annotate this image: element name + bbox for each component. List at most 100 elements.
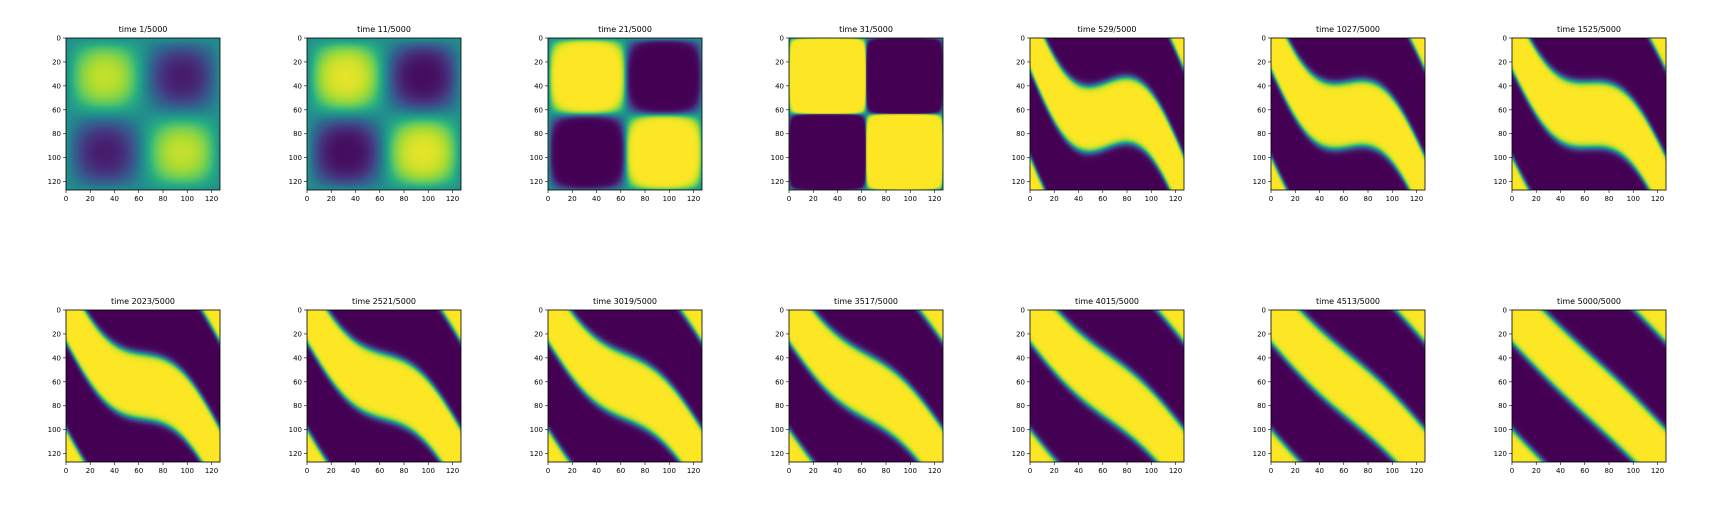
y-tick-label: 20 xyxy=(1498,58,1507,66)
x-tick-label: 40 xyxy=(351,467,360,475)
x-tick-label: 80 xyxy=(400,467,409,475)
x-tick-label: 100 xyxy=(663,195,676,203)
heatmap-image xyxy=(1271,310,1425,462)
x-tick-label: 0 xyxy=(1510,195,1514,203)
x-tick-label: 60 xyxy=(1339,467,1348,475)
heatmap-image xyxy=(789,310,943,462)
subplot: time 2023/5000 0 20 40 60 80 100 120 0 20 40 60 80 10… xyxy=(48,297,221,475)
x-tick-label: 0 xyxy=(64,467,68,475)
y-tick-label: 120 xyxy=(289,178,302,186)
y-tick-label: 120 xyxy=(1494,178,1507,186)
y-tick-label: 80 xyxy=(1498,402,1507,410)
subplot: time 11/5000 0 20 40 60 80 100 120 0 20 40 60 80 100 1… xyxy=(289,25,462,203)
x-tick-label: 60 xyxy=(857,195,866,203)
subplot-title: time 1525/5000 xyxy=(1557,25,1621,34)
x-tick-label: 80 xyxy=(159,467,168,475)
y-tick-label: 0 xyxy=(1262,35,1266,43)
heatmap-image xyxy=(66,38,220,190)
y-tick-label: 20 xyxy=(52,330,61,338)
y-tick-label: 60 xyxy=(1498,106,1507,114)
y-tick-label: 20 xyxy=(52,58,61,66)
x-tick-label: 40 xyxy=(1556,195,1565,203)
x-tick-label: 0 xyxy=(305,467,309,475)
x-tick-label: 20 xyxy=(809,195,818,203)
axes-frame xyxy=(547,37,703,191)
y-tick-label: 40 xyxy=(534,82,543,90)
x-tick-label: 120 xyxy=(1651,467,1664,475)
x-tick-label: 120 xyxy=(687,467,700,475)
x-tick-label: 20 xyxy=(1291,195,1300,203)
x-tick-label: 40 xyxy=(833,467,842,475)
x-tick-label: 80 xyxy=(1364,195,1373,203)
y-tick-label: 20 xyxy=(1498,330,1507,338)
y-tick-label: 100 xyxy=(1253,426,1266,434)
heatmap-image xyxy=(1512,38,1666,190)
x-tick-label: 40 xyxy=(1315,467,1324,475)
x-tick-label: 40 xyxy=(833,195,842,203)
x-tick-label: 0 xyxy=(787,195,791,203)
y-tick-label: 80 xyxy=(293,402,302,410)
subplot-title: time 529/5000 xyxy=(1078,25,1137,34)
subplot-title: time 2023/5000 xyxy=(111,297,175,306)
x-tick-label: 20 xyxy=(1532,195,1541,203)
y-tick-label: 120 xyxy=(771,450,784,458)
y-tick-label: 120 xyxy=(1012,178,1025,186)
subplot: time 529/5000 0 20 40 60 80 100 120 0 20 40 60 80 100… xyxy=(1012,25,1185,203)
axes-frame xyxy=(65,37,221,191)
y-tick-label: 80 xyxy=(775,402,784,410)
y-tick-label: 40 xyxy=(293,354,302,362)
y-tick-label: 20 xyxy=(293,330,302,338)
axes-frame xyxy=(1511,309,1667,463)
x-tick-label: 80 xyxy=(1605,195,1614,203)
subplot: time 1027/5000 0 20 40 60 80 100 120 0 20 40 60 80 10… xyxy=(1253,25,1426,203)
x-tick-label: 100 xyxy=(181,195,194,203)
y-tick-label: 60 xyxy=(1257,378,1266,386)
subplot: time 1525/5000 0 20 40 60 80 100 120 0 20 40 60 80 10… xyxy=(1494,25,1667,203)
y-tick-label: 0 xyxy=(1021,35,1025,43)
x-tick-label: 120 xyxy=(928,195,941,203)
heatmap-image xyxy=(307,38,461,190)
x-tick-label: 100 xyxy=(1386,195,1399,203)
axes-frame xyxy=(1029,309,1185,463)
y-tick-label: 60 xyxy=(1498,378,1507,386)
x-tick-label: 100 xyxy=(904,467,917,475)
x-tick-label: 60 xyxy=(134,467,143,475)
y-tick-label: 20 xyxy=(534,330,543,338)
x-tick-label: 100 xyxy=(1145,195,1158,203)
y-tick-label: 80 xyxy=(1257,130,1266,138)
heatmap-image xyxy=(789,38,943,190)
y-tick-label: 60 xyxy=(534,378,543,386)
y-tick-label: 20 xyxy=(1257,330,1266,338)
y-tick-label: 40 xyxy=(1257,354,1266,362)
heatmap-image xyxy=(1512,310,1666,462)
x-tick-label: 80 xyxy=(641,195,650,203)
y-tick-label: 120 xyxy=(1253,178,1266,186)
x-tick-label: 20 xyxy=(86,467,95,475)
axes-frame xyxy=(306,37,462,191)
x-tick-label: 20 xyxy=(809,467,818,475)
y-tick-label: 0 xyxy=(298,35,302,43)
x-tick-label: 60 xyxy=(857,467,866,475)
subplot-title: time 3019/5000 xyxy=(593,297,657,306)
subplot-title: time 1/5000 xyxy=(119,25,168,34)
y-tick-label: 0 xyxy=(1262,307,1266,315)
x-tick-label: 60 xyxy=(1339,195,1348,203)
y-tick-label: 60 xyxy=(293,106,302,114)
x-tick-label: 100 xyxy=(1145,467,1158,475)
x-tick-label: 120 xyxy=(446,467,459,475)
y-tick-label: 40 xyxy=(1498,82,1507,90)
x-tick-label: 80 xyxy=(1364,467,1373,475)
subplot: time 5000/5000 0 20 40 60 80 100 120 0 20 40 60 80 10… xyxy=(1494,297,1667,475)
x-tick-label: 120 xyxy=(687,195,700,203)
x-tick-label: 0 xyxy=(1028,195,1032,203)
y-tick-label: 80 xyxy=(1016,130,1025,138)
y-tick-label: 20 xyxy=(1257,58,1266,66)
y-tick-label: 60 xyxy=(1016,106,1025,114)
heatmap-image xyxy=(1030,38,1184,190)
x-tick-label: 40 xyxy=(592,195,601,203)
x-tick-label: 120 xyxy=(446,195,459,203)
x-tick-label: 0 xyxy=(305,195,309,203)
y-tick-label: 20 xyxy=(293,58,302,66)
y-tick-label: 80 xyxy=(52,402,61,410)
heatmap-image xyxy=(307,310,461,462)
